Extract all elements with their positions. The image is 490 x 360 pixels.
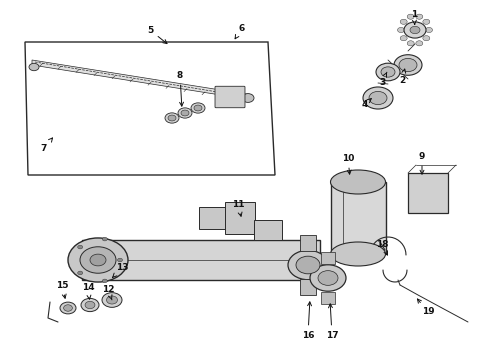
Bar — [331, 182, 386, 254]
Text: 16: 16 — [302, 302, 314, 339]
Circle shape — [165, 113, 179, 123]
Circle shape — [400, 19, 407, 24]
Text: 13: 13 — [113, 264, 128, 278]
Bar — [321, 292, 335, 304]
Bar — [321, 252, 335, 264]
Text: 11: 11 — [232, 199, 244, 216]
Circle shape — [423, 36, 430, 41]
Text: 9: 9 — [419, 152, 425, 174]
Circle shape — [397, 27, 405, 32]
Circle shape — [78, 245, 83, 249]
Circle shape — [394, 55, 422, 75]
Circle shape — [288, 250, 328, 280]
Circle shape — [29, 63, 39, 71]
Circle shape — [85, 301, 95, 309]
Circle shape — [404, 22, 426, 38]
Circle shape — [118, 258, 122, 262]
Circle shape — [168, 115, 176, 121]
Bar — [225, 202, 255, 234]
Circle shape — [178, 108, 192, 118]
Circle shape — [191, 103, 205, 113]
Text: 4: 4 — [362, 99, 371, 108]
Text: 12: 12 — [102, 285, 114, 300]
FancyBboxPatch shape — [215, 86, 245, 108]
Bar — [300, 235, 316, 251]
Circle shape — [78, 271, 83, 275]
Circle shape — [242, 94, 254, 102]
Circle shape — [181, 110, 189, 116]
Circle shape — [80, 247, 116, 273]
Circle shape — [68, 238, 128, 282]
Circle shape — [423, 19, 430, 24]
Circle shape — [194, 105, 202, 111]
Circle shape — [318, 271, 338, 285]
Circle shape — [407, 41, 414, 46]
Bar — [300, 279, 316, 295]
Circle shape — [64, 305, 73, 311]
FancyArrow shape — [82, 240, 320, 280]
Circle shape — [60, 302, 76, 314]
Text: 7: 7 — [41, 138, 52, 153]
Text: 17: 17 — [326, 304, 338, 339]
Circle shape — [425, 27, 433, 32]
Polygon shape — [32, 60, 252, 100]
Circle shape — [102, 279, 107, 283]
Text: 3: 3 — [379, 72, 387, 86]
Bar — [199, 207, 251, 229]
Circle shape — [376, 63, 400, 81]
Circle shape — [381, 67, 395, 77]
Circle shape — [102, 293, 122, 307]
Circle shape — [416, 41, 423, 46]
FancyBboxPatch shape — [408, 173, 448, 213]
Circle shape — [369, 91, 387, 105]
Text: 15: 15 — [56, 280, 68, 298]
Circle shape — [400, 36, 407, 41]
Ellipse shape — [330, 242, 386, 266]
Circle shape — [399, 58, 417, 72]
Circle shape — [416, 14, 423, 19]
Circle shape — [363, 87, 393, 109]
Circle shape — [310, 265, 346, 291]
Circle shape — [102, 237, 107, 241]
Text: 2: 2 — [399, 69, 406, 85]
Ellipse shape — [330, 170, 386, 194]
Text: 19: 19 — [417, 299, 434, 316]
Text: 18: 18 — [376, 239, 388, 255]
Circle shape — [106, 296, 118, 304]
Circle shape — [410, 26, 420, 34]
Text: 8: 8 — [177, 71, 183, 106]
Circle shape — [90, 254, 106, 266]
Circle shape — [81, 298, 99, 312]
Bar — [254, 220, 282, 240]
Text: 1: 1 — [411, 9, 417, 24]
Text: 5: 5 — [147, 26, 167, 44]
Text: 6: 6 — [235, 23, 245, 39]
Text: 14: 14 — [82, 284, 94, 299]
Circle shape — [407, 14, 414, 19]
Circle shape — [296, 256, 320, 274]
Text: 10: 10 — [342, 153, 354, 174]
